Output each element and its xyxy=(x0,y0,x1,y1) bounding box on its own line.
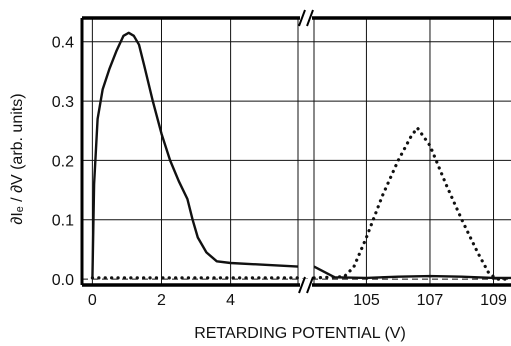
top-axis-break-slash xyxy=(306,9,314,27)
plot-series xyxy=(90,31,511,281)
y-tick-label: 0.2 xyxy=(52,153,74,170)
y-tick-label: 0.0 xyxy=(52,272,74,289)
series-1-line-part-1 xyxy=(91,31,299,280)
y-tick-label: 0.1 xyxy=(52,213,74,230)
x-tick-label: 107 xyxy=(417,292,444,309)
bottom-axis-break-slash xyxy=(306,276,314,294)
x-tick-label: 4 xyxy=(226,292,235,309)
plot-frame xyxy=(80,9,511,294)
x-tick-label: 2 xyxy=(157,292,166,309)
top-axis-break-slash xyxy=(298,9,306,27)
y-tick-label: 0.4 xyxy=(52,35,74,52)
y-tick-label: 0.3 xyxy=(52,94,74,111)
x-tick-label: 109 xyxy=(480,292,507,309)
bottom-axis-break-slash xyxy=(298,276,306,294)
series-2-line-part-2 xyxy=(312,125,511,281)
x-tick-label: 0 xyxy=(88,292,97,309)
x-tick-label: 105 xyxy=(353,292,380,309)
tick-labels: 0.0 0.1 0.2 0.3 0.4 0 2 4 105 107 109 xyxy=(52,35,507,309)
y-axis-label: ∂Iₑ / ∂V (arb. units) xyxy=(9,93,26,224)
x-axis-label: RETARDING POTENTIAL (V) xyxy=(194,325,406,342)
